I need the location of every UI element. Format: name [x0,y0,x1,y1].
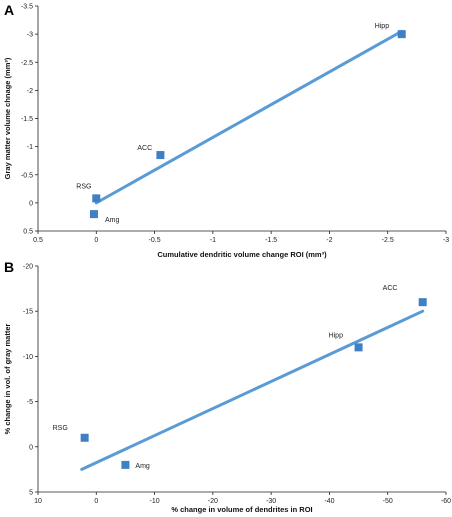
y-tick-label: 0 [29,200,33,207]
x-tick-label: -60 [441,498,451,505]
data-label-amg: Amg [135,463,150,470]
panel-a: A 0.5 0 -0.5 -1 -1.5 -2 -2.5 -3 0.5 0 -0.5 -1 -1.5 -2 -… [3,2,449,259]
y-tick-label: 5 [29,490,33,497]
data-label-hipp: Hipp [375,23,390,30]
x-tick-label: -1.5 [265,237,277,244]
data-label-acc: ACC [137,145,152,152]
y-tick-label: -3 [27,32,33,39]
data-point-amg [121,460,130,469]
data-label-acc: ACC [383,285,398,292]
x-tick-label: 0.5 [33,237,43,244]
y-tick-label: -15 [23,309,33,316]
x-axis-title: Cumulative dendritic volume change ROI (… [157,250,327,259]
data-point-hipp [397,30,406,39]
y-tick-label: -1 [27,144,33,151]
x-tick-label: 0 [94,498,98,505]
panel-letter: A [4,2,14,18]
data-label-rsg: RSG [53,425,68,432]
y-tick-label: 0.5 [23,229,33,236]
data-point-rsg [92,194,101,203]
y-tick-label: -1.5 [21,116,33,123]
y-tick-label: -20 [23,264,33,271]
y-tick-label: -2.5 [21,60,33,67]
x-tick-label: -30 [266,498,276,505]
panel-letter: B [4,259,14,275]
x-tick-label: -40 [324,498,334,505]
trendline [80,309,425,471]
x-tick-label: -10 [150,498,160,505]
x-tick-label: -3 [443,237,449,244]
y-tick-label: -5 [27,399,33,406]
y-axis-title: % change in vol. of gray matter [3,323,12,434]
y-tick-label: -10 [23,354,33,361]
x-tick-label: -50 [383,498,393,505]
data-point-acc [156,151,165,160]
x-tick-label: 10 [34,498,42,505]
y-tick-label: 0 [29,444,33,451]
trendline [94,29,404,205]
x-tick-label: -2.5 [382,237,394,244]
data-point-rsg [80,433,89,442]
x-tick-label: -2 [326,237,332,244]
x-tick-label: -1 [210,237,216,244]
y-tick-label: -0.5 [21,172,33,179]
x-tick-label: 0 [94,237,98,244]
data-label-amg: Amg [105,217,120,224]
y-tick-label: -3.5 [21,4,33,11]
data-point-amg [89,210,98,219]
x-axis-title: % change in volume of dendrites in ROI [171,505,312,514]
y-tick-label: -2 [27,88,33,95]
data-point-hipp [354,343,363,352]
data-label-rsg: RSG [76,183,91,190]
x-tick-label: -20 [208,498,218,505]
y-axis-title: Gray matter volume chnage (mm³) [3,57,12,179]
data-label-hipp: Hipp [329,332,344,339]
data-point-acc [418,298,427,307]
x-tick-label: -0.5 [149,237,161,244]
